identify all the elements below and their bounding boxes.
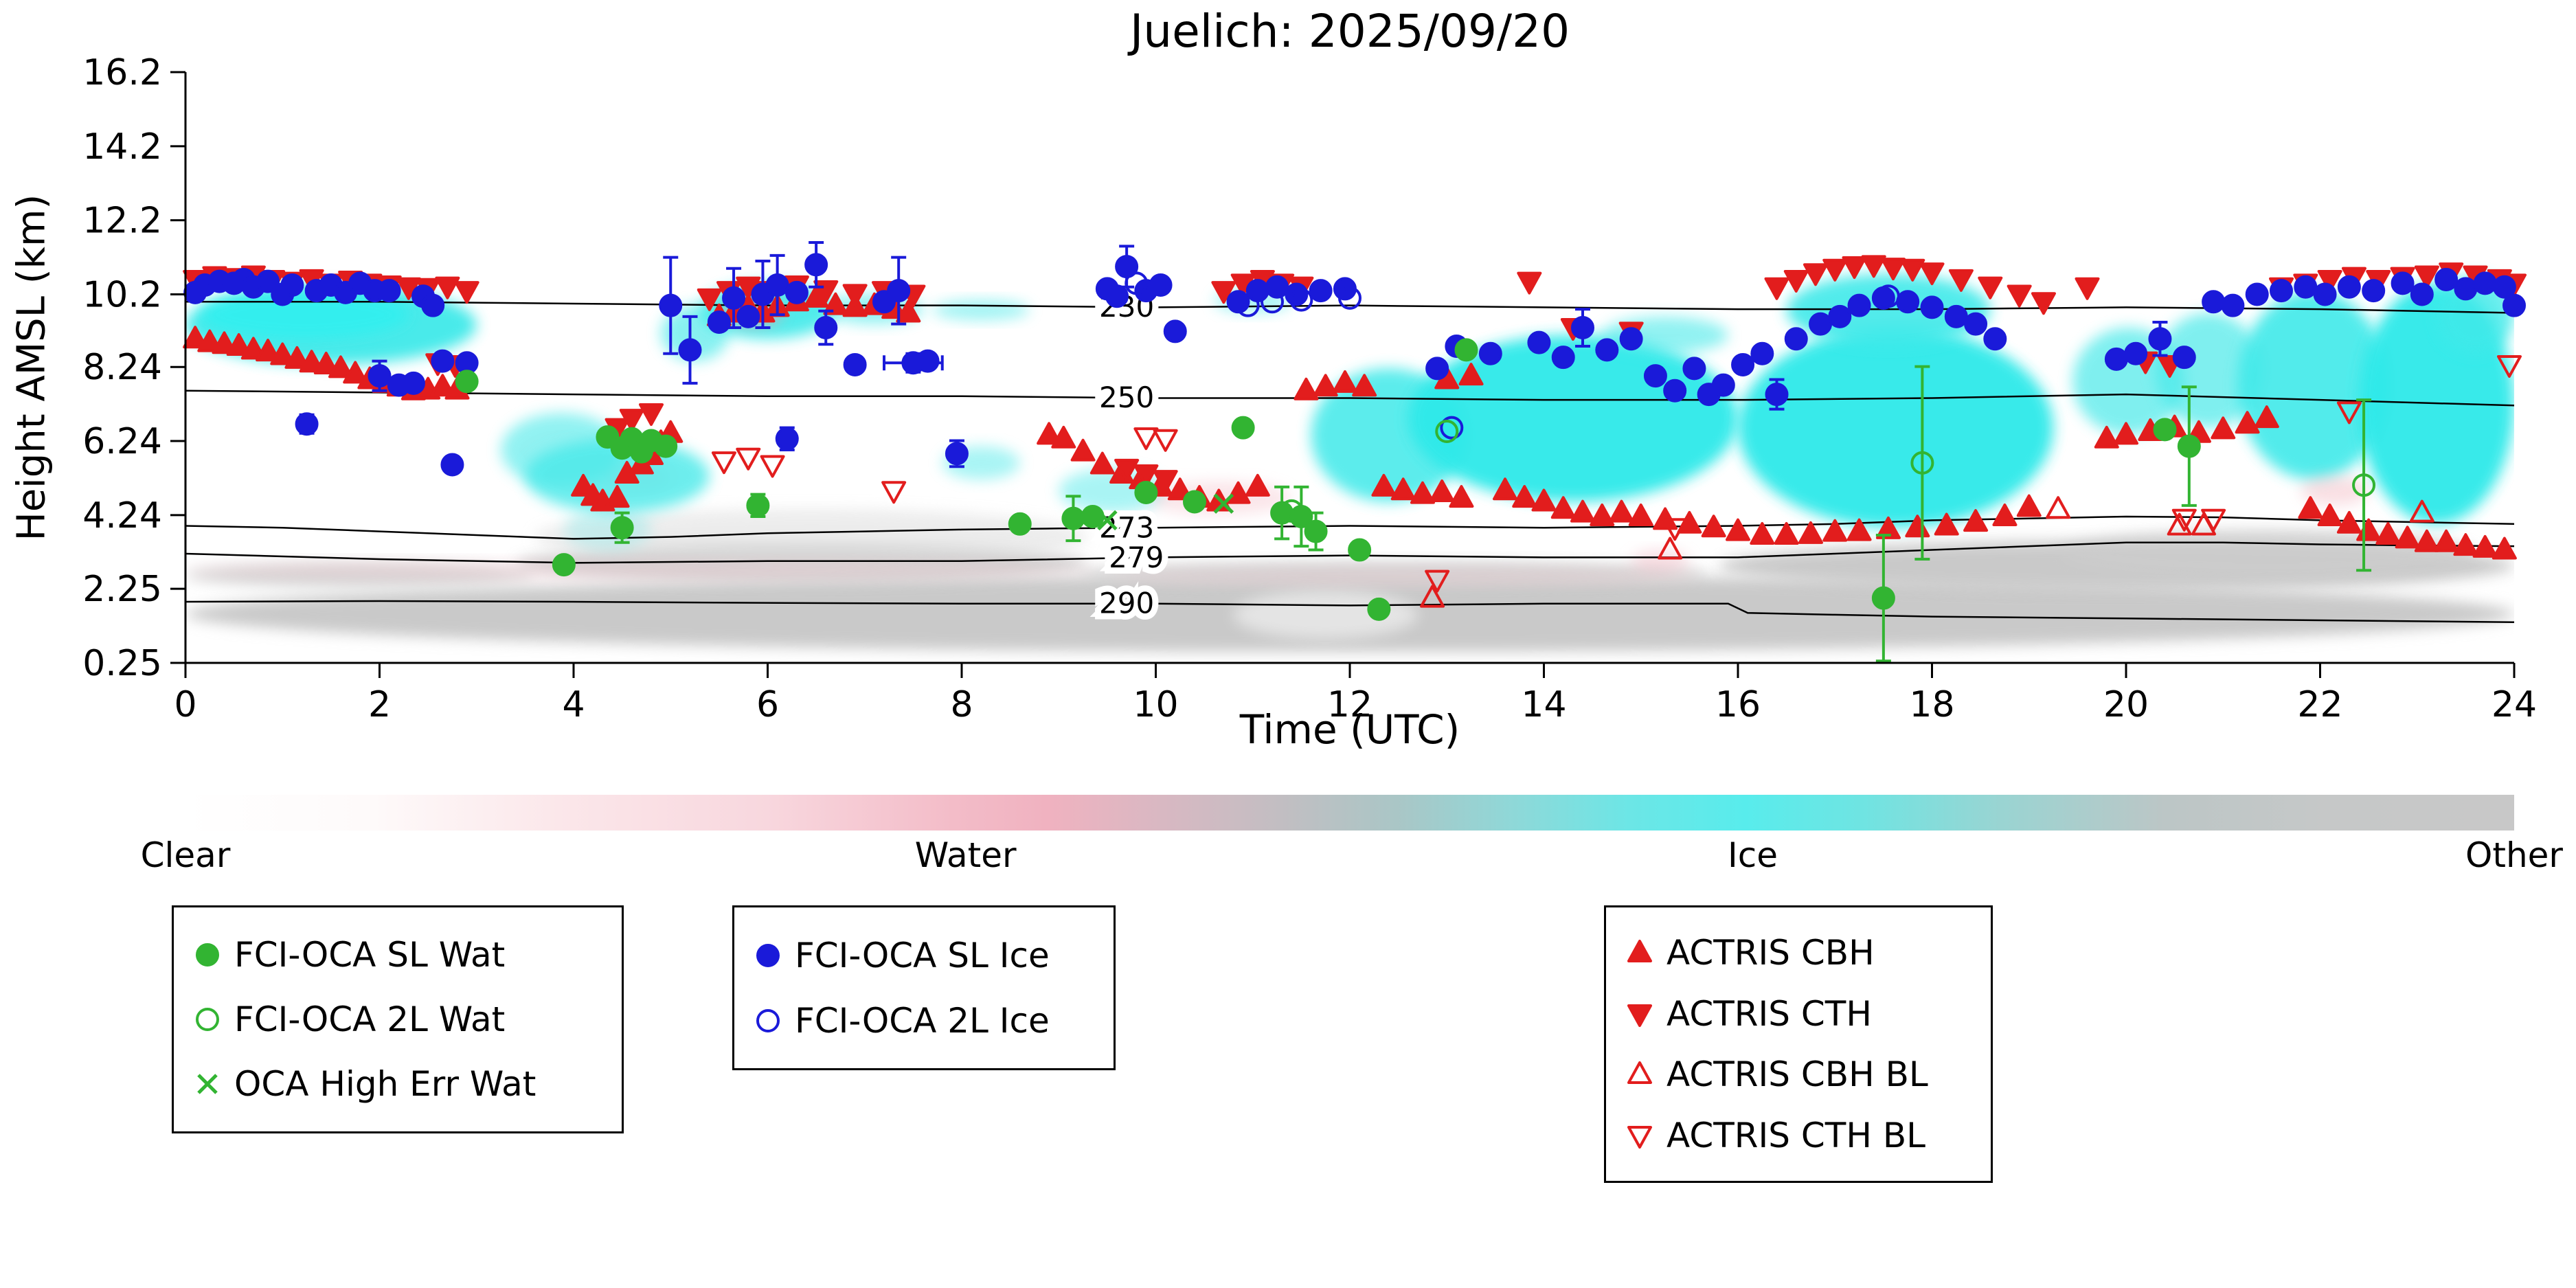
legend-label: FCI-OCA 2L Wat xyxy=(234,999,506,1039)
y-tick-label: 2.25 xyxy=(82,569,162,610)
x-tick-label: 2 xyxy=(368,684,391,725)
series-fci_oca_2l_ice xyxy=(1125,271,1900,440)
open-circle-marker-icon xyxy=(756,1008,780,1032)
y-tick-label: 12.2 xyxy=(82,201,162,242)
legend-label: ACTRIS CBH BL xyxy=(1667,1054,1928,1095)
filled-triangle-down-marker-icon xyxy=(1627,1004,1652,1027)
x-tick-label: 16 xyxy=(1715,684,1761,725)
x-tick-label: 20 xyxy=(2103,684,2149,725)
series-fci_oca_sl_wat xyxy=(455,338,2201,663)
y-tick-label: 14.2 xyxy=(82,126,162,168)
x-tick-label: 14 xyxy=(1521,684,1566,725)
x-tick-label: 18 xyxy=(1909,684,1954,725)
open-triangle-down-marker-icon xyxy=(1627,1125,1652,1149)
x-marker-icon xyxy=(197,1074,218,1094)
axes: 0 2 4 6 8 10 12 14 16 18 20 22 240.252.254.246.248.2… xyxy=(82,52,2537,725)
x-tick-label: 22 xyxy=(2297,684,2342,725)
x-tick-label: 10 xyxy=(1133,684,1178,725)
x-tick-label: 8 xyxy=(950,684,973,725)
open-triangle-up-marker-icon xyxy=(1627,1061,1652,1085)
legend-label: FCI-OCA SL Ice xyxy=(795,935,1050,975)
y-tick-label: 10.2 xyxy=(82,275,162,316)
legend-item-2l-wat: FCI-OCA 2L Wat xyxy=(192,989,604,1050)
colorbar-gradient xyxy=(185,795,2514,831)
legend-item-cbh-bl: ACTRIS CBH BL xyxy=(1624,1044,1973,1105)
colorbar-label-water: Water xyxy=(914,835,1017,875)
contour-label: 273 xyxy=(1099,511,1154,545)
y-tick-label: 0.25 xyxy=(82,643,162,684)
open-circle-marker-icon xyxy=(196,1008,219,1031)
x-axis-label: Time (UTC) xyxy=(1239,706,1460,753)
contour-label: 279 xyxy=(1109,541,1164,574)
contour-label: 250 xyxy=(1099,381,1154,414)
cloud-phase-colorbar xyxy=(185,795,2514,831)
legend-ice-group: FCI-OCA SL Ice FCI-OCA 2L Ice xyxy=(732,905,1116,1070)
x-tick-label: 6 xyxy=(756,684,779,725)
legend-label: ACTRIS CTH BL xyxy=(1667,1115,1926,1155)
series-actris_cth_bl xyxy=(711,354,2522,593)
legend-label: OCA High Err Wat xyxy=(234,1064,536,1104)
x-tick-label: 0 xyxy=(174,684,196,725)
legend-water-group: FCI-OCA SL Wat FCI-OCA 2L Wat OCA High E… xyxy=(172,905,624,1133)
y-tick-label: 8.24 xyxy=(82,347,162,388)
legend-actris-group: ACTRIS CBH ACTRIS CTH ACTRIS CBH BL ACTR… xyxy=(1604,905,1993,1183)
series-oca_high_err_wat xyxy=(1097,493,1234,531)
legend-item-cth-bl: ACTRIS CTH BL xyxy=(1624,1105,1973,1166)
series-fci_oca_2l_wat xyxy=(1280,365,2376,572)
legend-item-high-err-wat: OCA High Err Wat xyxy=(192,1054,604,1114)
legend-item-sl-ice: FCI-OCA SL Ice xyxy=(752,925,1096,986)
x-tick-label: 24 xyxy=(2492,684,2537,725)
legend-label: ACTRIS CTH xyxy=(1667,993,1872,1034)
legend-item-cbh: ACTRIS CBH xyxy=(1624,923,1973,983)
y-tick-label: 16.2 xyxy=(82,52,162,93)
legend-label: FCI-OCA 2L Ice xyxy=(795,1000,1050,1041)
filled-circle-marker-icon xyxy=(756,943,780,967)
legend-label: FCI-OCA SL Wat xyxy=(234,935,506,975)
colorbar-label-ice: Ice xyxy=(1727,835,1778,875)
filled-triangle-up-marker-icon xyxy=(1627,940,1652,963)
contour-label: 290 xyxy=(1099,587,1154,620)
x-tick-label: 12 xyxy=(1327,684,1372,725)
legend-item-2l-ice: FCI-OCA 2L Ice xyxy=(752,991,1096,1051)
legend-item-cth: ACTRIS CTH xyxy=(1624,984,1973,1044)
colorbar-label-clear: Clear xyxy=(140,835,231,875)
chart-title: Juelich: 2025/09/20 xyxy=(1129,5,1570,58)
filled-circle-marker-icon xyxy=(196,943,219,967)
colorbar-labels: Clear Water Ice Other xyxy=(141,835,2563,877)
legend-label: ACTRIS CBH xyxy=(1667,933,1875,973)
colorbar-label-other: Other xyxy=(2465,835,2563,875)
x-tick-label: 4 xyxy=(562,684,585,725)
y-tick-label: 4.24 xyxy=(82,495,162,536)
legend-item-sl-wat: FCI-OCA SL Wat xyxy=(192,925,604,985)
y-tick-label: 6.24 xyxy=(82,421,162,462)
